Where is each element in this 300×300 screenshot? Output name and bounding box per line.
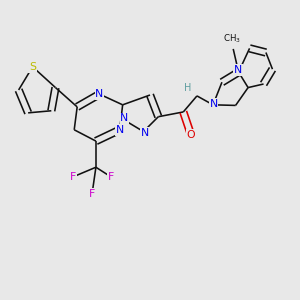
Text: N: N <box>95 89 104 99</box>
Text: F: F <box>70 172 76 182</box>
Text: N: N <box>209 99 218 109</box>
Text: N: N <box>116 125 124 135</box>
Text: CH$_3$: CH$_3$ <box>223 33 241 45</box>
Text: N: N <box>120 113 129 124</box>
Text: O: O <box>186 130 195 140</box>
Text: S: S <box>29 62 36 72</box>
Text: F: F <box>89 189 95 199</box>
Text: N: N <box>140 128 149 138</box>
Text: F: F <box>108 172 114 182</box>
Text: H: H <box>184 82 192 93</box>
Text: N: N <box>234 65 242 75</box>
